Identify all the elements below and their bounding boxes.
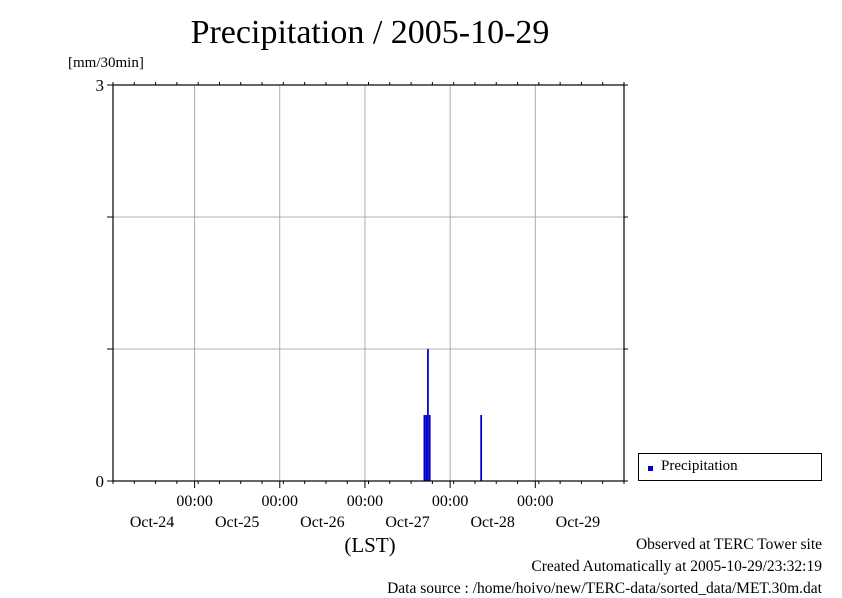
- chart-title: Precipitation / 2005-10-29: [190, 14, 550, 51]
- bar: [428, 415, 431, 481]
- x-tick-time-label: 00:00: [432, 493, 468, 510]
- bar: [425, 415, 428, 481]
- footer-data-source: Data source : /home/hoivo/new/TERC-data/…: [387, 580, 822, 597]
- x-tick-date-label: Oct-29: [556, 514, 600, 531]
- x-tick-date-label: Oct-28: [470, 514, 514, 531]
- y-tick-label: 0: [96, 472, 105, 491]
- x-tick-date-label: Oct-27: [385, 514, 429, 531]
- footer-observed: Observed at TERC Tower site: [635, 536, 822, 553]
- x-tick-date-label: Oct-25: [215, 514, 259, 531]
- x-tick-time-label: 00:00: [517, 493, 553, 510]
- x-tick-time-label: 00:00: [347, 493, 383, 510]
- x-tick-date-label: Oct-24: [130, 514, 174, 531]
- bar: [423, 415, 426, 481]
- legend-swatch: [648, 466, 653, 471]
- bar: [427, 349, 429, 481]
- x-tick-time-label: 00:00: [176, 493, 212, 510]
- plot-frame: [112, 84, 625, 482]
- legend-label: Precipitation: [661, 458, 738, 474]
- x-axis-label: (LST): [344, 533, 396, 557]
- x-tick-time-label: 00:00: [262, 493, 298, 510]
- x-tick-date-label: Oct-26: [300, 514, 344, 531]
- footer-created: Created Automatically at 2005-10-29/23:3…: [531, 558, 822, 575]
- legend: Precipitation: [638, 453, 822, 481]
- y-axis-unit-label: [mm/30min]: [68, 55, 144, 71]
- bar: [480, 415, 483, 481]
- y-tick-label: 3: [96, 76, 105, 95]
